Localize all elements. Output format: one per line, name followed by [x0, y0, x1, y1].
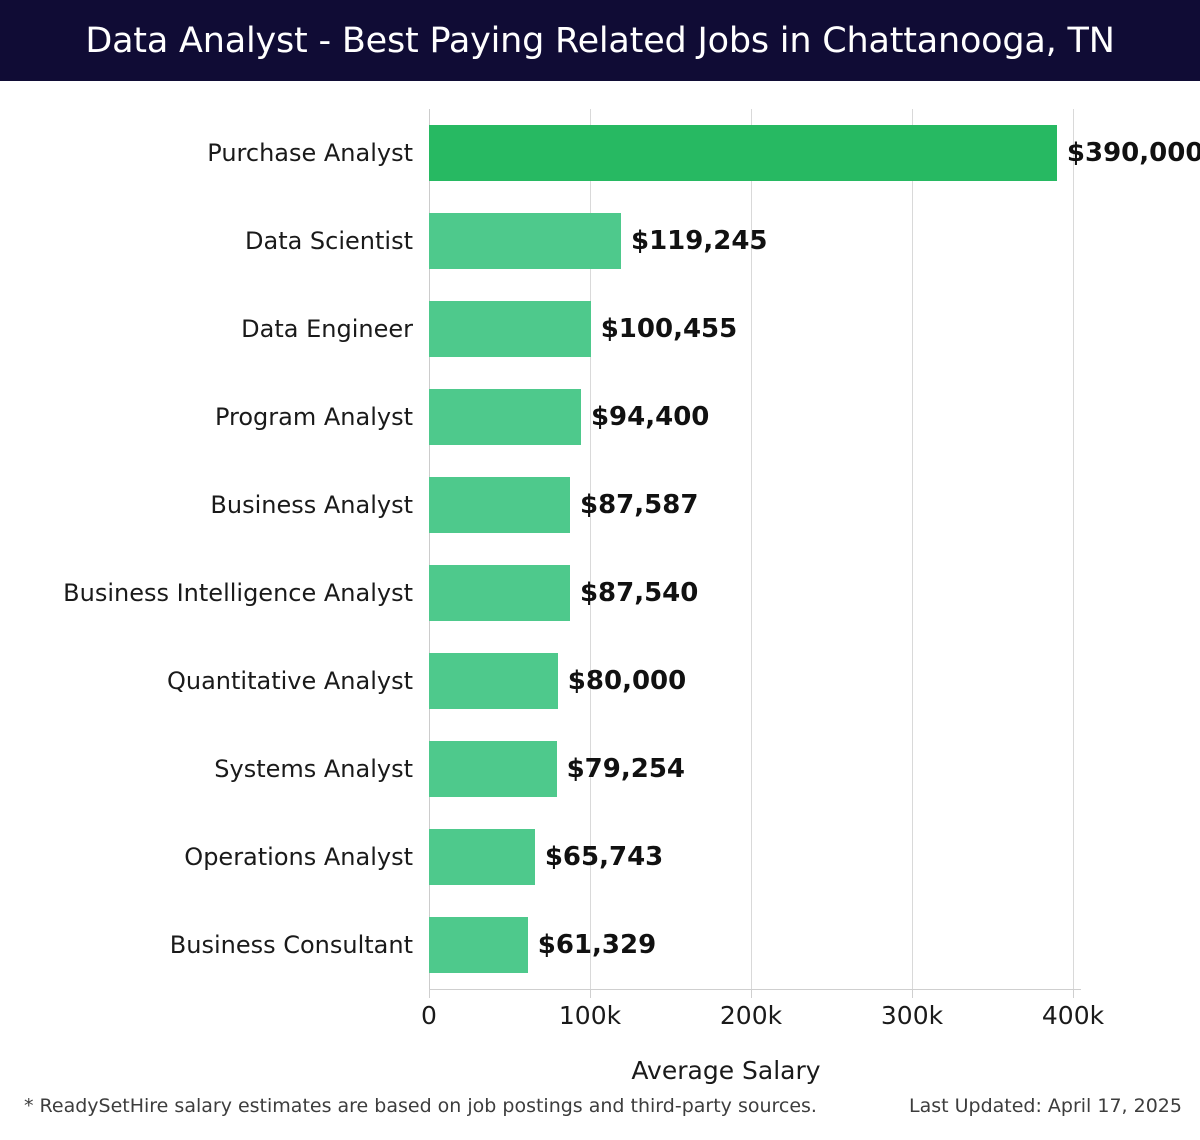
x-tick-label: 300k [880, 1001, 944, 1030]
bar-value-label: $87,540 [579, 578, 699, 608]
bar[interactable] [429, 653, 558, 709]
tick-mark-300k [912, 989, 913, 998]
page-title: Data Analyst - Best Paying Related Jobs … [85, 20, 1115, 61]
header-bar [0, 0, 1200, 81]
y-axis-category-label: Purchase Analyst [207, 139, 413, 167]
bar[interactable] [429, 917, 528, 973]
bar[interactable] [429, 213, 621, 269]
footer-disclaimer: * ReadySetHire salary estimates are base… [24, 1095, 817, 1117]
bar[interactable] [429, 741, 557, 797]
bar[interactable] [429, 389, 581, 445]
plot-area: $390,000 $119,245 $100,455 $94,400 $87,587 $8… [429, 109, 1200, 989]
bar-row[interactable]: $100,455 [429, 301, 1073, 357]
bar-value-label: $65,743 [544, 842, 664, 872]
bar-value-label: $94,400 [590, 402, 710, 432]
bar-value-label: $87,587 [580, 490, 699, 520]
x-tick-label: 0 [421, 1001, 437, 1030]
gridline-200k [751, 109, 752, 989]
y-axis-category-label: Data Scientist [245, 227, 413, 255]
bar[interactable] [429, 477, 570, 533]
y-axis-category-label: Business Analyst [210, 491, 413, 519]
bar-row[interactable]: $79,254 [429, 741, 1073, 797]
chart-canvas: $390,000 $119,245 $100,455 $94,400 $87,587 $8… [0, 81, 1200, 1140]
x-axis-title-text: Average Salary [631, 1056, 821, 1085]
bar-row[interactable]: $61,329 [429, 917, 1073, 973]
bar-row[interactable]: $94,400 [429, 389, 1073, 445]
y-axis-category-label: Business Consultant [169, 931, 413, 959]
gridline-100k [590, 109, 591, 989]
bar-row[interactable]: $65,743 [429, 829, 1073, 885]
y-axis-category-label: Data Engineer [241, 315, 413, 343]
y-axis-category-label: Systems Analyst [214, 755, 413, 783]
tick-mark-400k [1073, 989, 1074, 998]
gridline-400k [1073, 109, 1074, 989]
bar-row[interactable]: $80,000 [429, 653, 1073, 709]
tick-mark-200k [751, 989, 752, 998]
gridline-0 [429, 109, 430, 989]
bar-value-label: $119,245 [630, 226, 768, 256]
footer-last-updated: Last Updated: April 17, 2025 [908, 1095, 1182, 1117]
bar-value-label: $61,329 [537, 930, 657, 960]
gridline-300k [912, 109, 913, 989]
x-axis-title: Average Salary [0, 1056, 1200, 1085]
x-tick-label: 400k [1041, 1001, 1105, 1030]
tick-mark-100k [590, 989, 591, 998]
bar-row[interactable]: $390,000 [429, 125, 1200, 181]
bar-value-label: $79,254 [566, 754, 686, 784]
bar[interactable] [429, 565, 570, 621]
x-tick-label: 100k [558, 1001, 622, 1030]
y-axis-category-label: Operations Analyst [184, 843, 413, 871]
footer: * ReadySetHire salary estimates are base… [0, 1095, 1200, 1140]
bar-row[interactable]: $87,587 [429, 477, 1073, 533]
y-axis-category-label: Business Intelligence Analyst [63, 579, 413, 607]
bar-row[interactable]: $119,245 [429, 213, 1073, 269]
bar-value-label: $390,000 [1066, 138, 1200, 168]
bar[interactable] [429, 301, 591, 357]
x-axis-line [429, 989, 1081, 990]
x-tick-label: 200k [719, 1001, 783, 1030]
bar[interactable] [429, 125, 1057, 181]
y-axis-category-label: Quantitative Analyst [166, 667, 413, 695]
bar[interactable] [429, 829, 535, 885]
bar-value-label: $100,455 [600, 314, 738, 344]
y-axis-labels: Purchase Analyst Data Scientist Data Engin… [13, 109, 429, 989]
bar-value-label: $80,000 [567, 666, 687, 696]
bar-row[interactable]: $87,540 [429, 565, 1073, 621]
tick-mark-0 [429, 989, 430, 998]
y-axis-category-label: Program Analyst [214, 403, 413, 431]
